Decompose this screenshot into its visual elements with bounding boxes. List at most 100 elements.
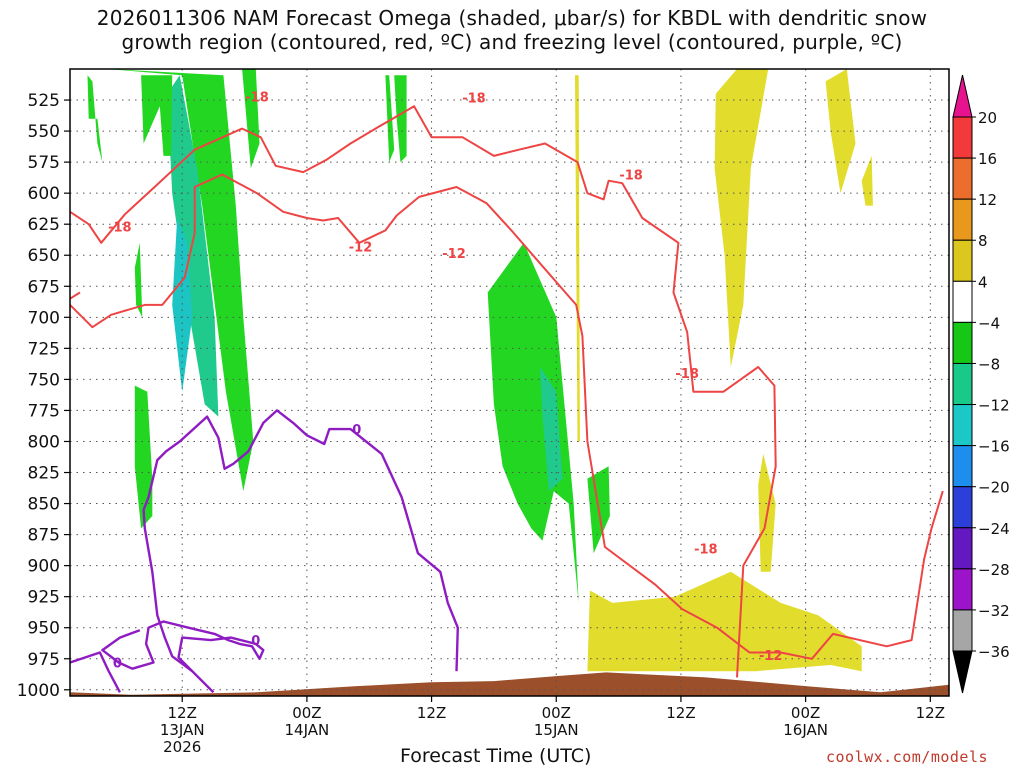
colorbar-segment-7 [952, 404, 973, 447]
site-credit: coolwx.com/models [826, 748, 989, 766]
y-tick-label-725: 725 [28, 339, 60, 359]
red-contour-label-5: -18 [675, 367, 699, 382]
red-contour-1 [70, 173, 944, 660]
colorbar-label-9: −20 [978, 479, 1010, 497]
omega-shade-green-0 [107, 69, 254, 492]
omega-shade-green-8 [394, 75, 407, 163]
omega-shade-yellow-14 [825, 69, 856, 194]
colorbar-label-11: −28 [978, 561, 1010, 579]
y-tick-label-825: 825 [28, 464, 60, 484]
red-contour-label-3: -12 [349, 241, 373, 256]
y-tick-label-950: 950 [28, 619, 60, 639]
red-contour-label-6: -18 [694, 542, 718, 557]
red-contour-label-0: -18 [245, 90, 269, 105]
freezing-contour-1 [142, 409, 459, 673]
omega-shade-green-6 [134, 385, 153, 529]
colorbar-segment-8 [952, 445, 973, 488]
y-tick-label-750: 750 [28, 370, 60, 390]
red-contour-label-1: -18 [462, 92, 486, 107]
freezing-contour-label-0: 0 [251, 634, 260, 649]
omega-shade-green-9 [242, 69, 260, 169]
colorbar-label-8: −16 [978, 438, 1010, 456]
y-tick-label-1000: 1000 [17, 681, 60, 701]
colorbar-segment-12 [952, 609, 973, 652]
x-tick-label-1-0: 00Z [292, 704, 321, 722]
omega-shade-teal-1 [167, 75, 219, 417]
y-tick-label-650: 650 [28, 246, 60, 266]
colorbar-segment-4 [952, 280, 973, 323]
red-contour-label-7: -12 [759, 649, 783, 664]
y-tick-label-700: 700 [28, 308, 60, 328]
colorbar-label-12: −32 [978, 602, 1010, 620]
red-contour-0 [70, 105, 777, 678]
chart-title-line1: 2026011306 NAM Forecast Omega (shaded, μ… [96, 6, 928, 30]
x-tick-label-1-1: 14JAN [285, 721, 330, 739]
x-tick-label-3-0: 00Z [542, 704, 571, 722]
terrain-profile [70, 672, 949, 696]
colorbar-label-2: 12 [978, 191, 997, 209]
y-tick-label-600: 600 [28, 184, 60, 204]
omega-shade-yellow-13 [714, 69, 769, 367]
colorbar-segment-5 [952, 321, 973, 364]
plot-frame [69, 68, 950, 697]
y-tick-label-900: 900 [28, 557, 60, 577]
freezing-contour-0 [101, 620, 265, 694]
omega-shade-green-7 [385, 75, 395, 163]
y-tick-label-550: 550 [28, 122, 60, 142]
y-tick-label-575: 575 [28, 153, 60, 173]
x-tick-label-3-1: 15JAN [534, 721, 579, 739]
x-tick-label-0-1: 13JAN [160, 721, 205, 739]
colorbar-segment-11 [952, 568, 973, 611]
omega-shade-yellow-16 [587, 571, 862, 672]
chart-title-line2: growth region (contoured, red, ºC) and f… [121, 30, 903, 54]
colorbar-label-1: 16 [978, 150, 997, 168]
x-tick-label-4-0: 12Z [666, 704, 695, 722]
omega-shade-teal-11 [540, 367, 563, 492]
omega-shade-green-4 [87, 75, 103, 163]
colorbar-label-3: 8 [978, 232, 988, 250]
freezing-contour-label-1: 0 [113, 656, 122, 671]
x-tick-label-0-0: 12Z [168, 704, 197, 722]
y-tick-label-850: 850 [28, 495, 60, 515]
x-tick-label-5-1: 16JAN [783, 721, 828, 739]
y-tick-label-875: 875 [28, 526, 60, 546]
y-tick-label-525: 525 [28, 91, 60, 111]
colorbar-segment-9 [952, 486, 973, 529]
colorbar-segment-10 [952, 527, 973, 570]
x-tick-label-5-0: 00Z [791, 704, 820, 722]
colorbar-label-13: −36 [978, 643, 1010, 661]
colorbar-label-5: −4 [978, 314, 1000, 332]
colorbar-label-10: −24 [978, 520, 1010, 538]
colorbar-segment-2 [952, 198, 973, 241]
omega-shade-yellow-15 [861, 155, 873, 206]
red-contour-label-8: -12 [442, 247, 466, 262]
red-contour-2 [70, 291, 81, 300]
red-contour-label-2: -18 [108, 221, 132, 236]
x-axis-label: Forecast Time (UTC) [400, 745, 592, 767]
x-tick-label-2-0: 12Z [417, 704, 446, 722]
y-tick-label-800: 800 [28, 432, 60, 452]
y-tick-label-925: 925 [28, 588, 60, 608]
colorbar-label-7: −12 [978, 397, 1010, 415]
colorbar-segment-6 [952, 362, 973, 406]
colorbar-segment-0 [952, 116, 973, 159]
y-tick-label-625: 625 [28, 215, 60, 235]
omega-shade-green-5 [134, 242, 143, 318]
colorbar-bottom-arrow [952, 650, 973, 694]
omega-shade-yellow-18 [575, 75, 580, 442]
colorbar-label-0: 20 [978, 109, 997, 127]
x-tick-label-0-2: 2026 [163, 738, 201, 756]
red-contour-label-4: -18 [619, 169, 643, 184]
y-tick-label-975: 975 [28, 650, 60, 670]
y-tick-label-675: 675 [28, 277, 60, 297]
colorbar-segment-3 [952, 239, 973, 282]
freezing-contour-label-2: 0 [352, 423, 361, 438]
x-tick-label-6-0: 12Z [916, 704, 945, 722]
omega-shade-green-10 [487, 242, 579, 603]
colorbar-segment-1 [952, 157, 973, 200]
colorbar-top-arrow [952, 74, 973, 118]
freezing-contour-2 [70, 651, 121, 693]
colorbar-label-6: −8 [978, 355, 1000, 373]
y-tick-label-775: 775 [28, 401, 60, 421]
